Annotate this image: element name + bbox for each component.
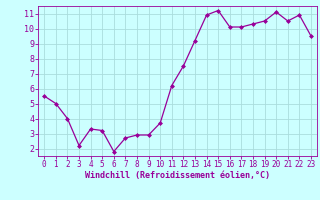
X-axis label: Windchill (Refroidissement éolien,°C): Windchill (Refroidissement éolien,°C) [85,171,270,180]
